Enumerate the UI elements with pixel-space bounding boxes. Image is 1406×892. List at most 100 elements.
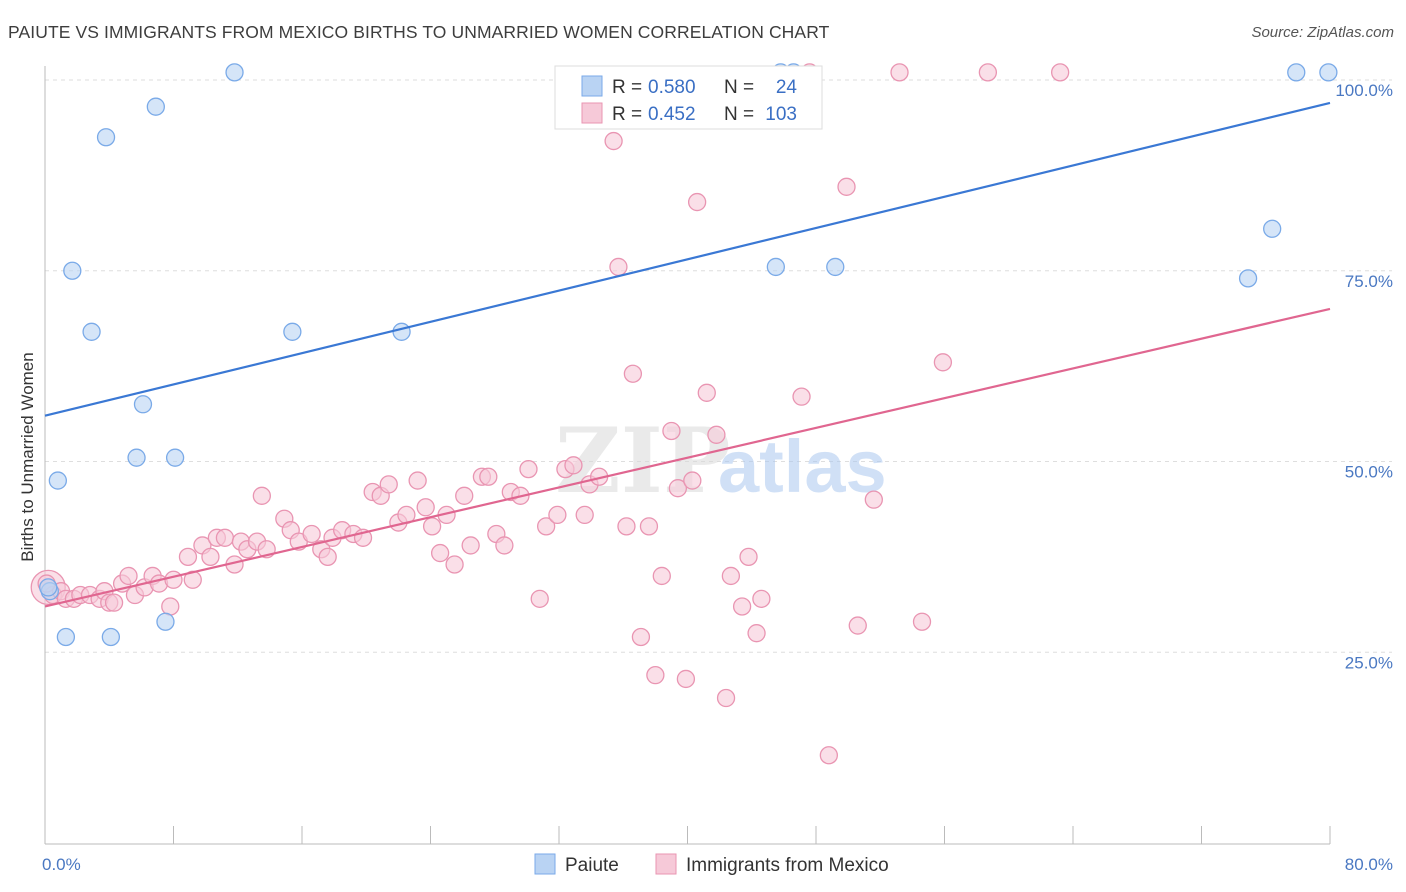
source-label: Source: ZipAtlas.com (1251, 24, 1394, 41)
mexico-point (652, 566, 671, 586)
mexico-point (683, 471, 702, 490)
legend-n-value-paiute: 24 (776, 77, 798, 98)
legend-swatch-mexico (581, 102, 603, 124)
mexico-point (707, 425, 726, 444)
mexico-point (422, 517, 442, 536)
legend-r-label-mexico: R = (612, 104, 642, 125)
mexico-point (455, 486, 474, 505)
mexico-point (164, 570, 183, 589)
bottom-legend-label-paiute: Paiute (565, 855, 619, 876)
mexico-point (752, 589, 771, 608)
mexico-point (716, 688, 736, 708)
mexico-point (631, 627, 651, 647)
mexico-point (604, 131, 623, 151)
paiute-point (766, 257, 785, 277)
mexico-point (530, 589, 549, 608)
y-tick-label-1: 50.0% (1345, 463, 1393, 482)
stats-legend: R = 0.580 N = 24 R = 0.452 N = 103 (554, 65, 823, 130)
legend-r-value-paiute: 0.580 (648, 77, 696, 98)
legend-r-value-mexico: 0.452 (648, 104, 696, 125)
bottom-legend-swatch-mexico (655, 853, 677, 875)
y-tick-labels: 25.0% 50.0% 75.0% 100.0% (1335, 81, 1393, 672)
mexico-point (379, 475, 398, 494)
mexico-point (687, 192, 707, 212)
mexico-point (662, 421, 681, 441)
paiute-point (165, 448, 185, 467)
legend-n-label-mexico: N = (724, 104, 754, 125)
watermark-atlas: atlas (718, 425, 887, 508)
y-tick-label-2: 75.0% (1345, 272, 1393, 291)
mexico-point (864, 490, 883, 509)
mexico-point (747, 624, 766, 643)
mexico-point (819, 746, 838, 765)
mexico-point (739, 547, 758, 567)
bottom-legend-swatch-paiute (534, 853, 556, 875)
paiute-point (146, 97, 165, 116)
mexico-point (161, 597, 180, 616)
mexico-point (495, 536, 514, 555)
mexico-point (978, 63, 998, 82)
mexico-point (912, 612, 932, 631)
mexico-trend-line (44, 307, 1331, 608)
bottom-legend-label-mexico: Immigrants from Mexico (686, 855, 889, 876)
paiute-point (1238, 269, 1258, 288)
x-tick-label-1: 80.0% (1345, 855, 1393, 874)
x-tick-labels: 0.0% 80.0% (42, 855, 1393, 874)
paiute-point (156, 612, 175, 631)
paiute-point (63, 261, 82, 280)
mexico-point (792, 387, 811, 406)
paiute-point (1263, 219, 1282, 238)
mexico-point (215, 528, 235, 547)
legend-r-label-paiute: R = (612, 77, 642, 98)
mexico-point (479, 467, 498, 486)
mexico-point (461, 536, 480, 555)
y-tick-label-3: 100.0% (1335, 81, 1393, 100)
mexico-point (104, 593, 124, 612)
legend-n-value-mexico: 103 (765, 104, 797, 125)
mexico-point (668, 479, 688, 498)
mexico-point (837, 177, 856, 196)
paiute-point (39, 578, 58, 597)
mexico-point (519, 459, 538, 479)
mexico-point (639, 517, 659, 536)
mexico-point (548, 505, 567, 525)
paiute-point (101, 627, 121, 647)
mexico-point (848, 616, 867, 635)
mexico-point (676, 669, 696, 689)
mexico-point (252, 486, 271, 505)
mexico-point (119, 566, 138, 586)
mexico-point (430, 543, 450, 563)
paiute-point (283, 322, 302, 341)
mexico-point (445, 555, 464, 574)
mexico-point (416, 498, 435, 517)
paiute-point (96, 128, 116, 147)
mexico-point (408, 471, 427, 490)
y-tick-label-0: 25.0% (1345, 653, 1393, 672)
mexico-point (609, 257, 628, 277)
mexico-point (201, 547, 220, 567)
mexico-point (890, 63, 909, 82)
mexico-point (732, 597, 752, 616)
paiute-point (82, 322, 101, 341)
mexico-point (623, 364, 643, 383)
paiute-point (225, 63, 244, 82)
series-legend: Paiute Immigrants from Mexico (534, 853, 889, 876)
paiute-trend-line (44, 101, 1331, 417)
watermark-zip: ZIP (555, 408, 730, 514)
paiute-point (48, 471, 67, 490)
mexico-point (721, 566, 741, 586)
mexico-point (564, 456, 583, 475)
series-immigrants-from-mexico-points (30, 63, 1070, 765)
mexico-point (646, 665, 665, 685)
mexico-point (1051, 63, 1070, 82)
legend-n-label-paiute: N = (724, 77, 754, 98)
mexico-point (178, 547, 198, 567)
chart-title: PAIUTE VS IMMIGRANTS FROM MEXICO BIRTHS … (8, 22, 830, 42)
paiute-point (392, 322, 411, 341)
trend-lines (44, 101, 1331, 608)
x-tick-label-0: 0.0% (42, 855, 81, 874)
paiute-point (1287, 63, 1306, 82)
legend-swatch-paiute (581, 75, 603, 97)
paiute-point (1319, 63, 1338, 82)
